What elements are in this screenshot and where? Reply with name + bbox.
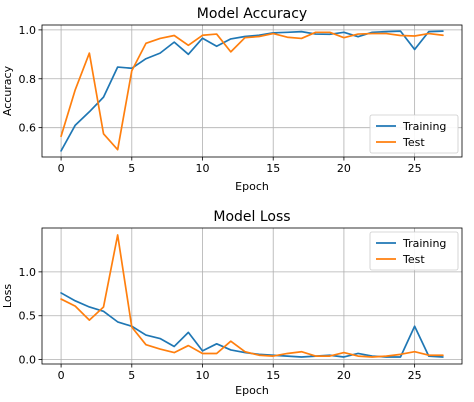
loss-x-tick-label: 10 (196, 369, 210, 382)
accuracy-x-tick-label: 0 (58, 162, 65, 175)
accuracy-plot-frame (41, 24, 463, 158)
accuracy-series-training-line (60, 30, 444, 152)
accuracy-series-test-line (60, 31, 444, 151)
accuracy-x-tick-label: 5 (128, 162, 135, 175)
loss-plot-frame (41, 227, 463, 365)
loss-x-tick-label: 5 (128, 369, 135, 382)
loss-series-training-line (60, 292, 444, 358)
accuracy-y-axis-label: Accuracy (1, 65, 14, 116)
loss-x-tick-label: 25 (408, 369, 422, 382)
accuracy-legend: Training Test (369, 114, 459, 154)
loss-chart: Model Loss 0 5 10 15 20 25 0.0 0.5 1.0 Epoch Los… (1, 209, 463, 397)
loss-legend: Training Test (369, 231, 459, 271)
loss-y-tick-label: 0.5 (19, 310, 37, 323)
loss-y-tick-label: 1.0 (19, 266, 37, 279)
loss-x-axis-label: Epoch (235, 384, 269, 397)
loss-legend-label-test: Test (402, 253, 425, 266)
loss-series-test-line (60, 234, 444, 358)
accuracy-x-tick-label: 15 (266, 162, 280, 175)
loss-x-tick-label: 15 (266, 369, 280, 382)
accuracy-y-tick-label: 1.0 (19, 24, 37, 37)
accuracy-legend-box (369, 114, 459, 154)
loss-chart-title: Model Loss (213, 209, 290, 225)
accuracy-x-tick-label: 20 (337, 162, 351, 175)
accuracy-legend-label-test: Test (402, 136, 425, 149)
accuracy-y-tick-label: 0.8 (19, 73, 37, 86)
accuracy-x-axis-label: Epoch (235, 180, 269, 193)
loss-x-tick-label: 0 (58, 369, 65, 382)
accuracy-y-tick-label: 0.6 (19, 122, 37, 135)
accuracy-chart: Model Accuracy 0 5 10 15 20 25 0.6 0.8 1.0 Epoch… (1, 6, 463, 193)
accuracy-x-tick-label: 25 (408, 162, 422, 175)
accuracy-legend-label-training: Training (402, 120, 446, 133)
loss-y-axis-label: Loss (1, 284, 14, 308)
loss-y-tick-label: 0.0 (19, 354, 37, 367)
loss-x-tick-label: 20 (337, 369, 351, 382)
accuracy-x-tick-label: 10 (196, 162, 210, 175)
loss-legend-box (369, 231, 459, 271)
accuracy-chart-title: Model Accuracy (197, 6, 307, 22)
loss-legend-label-training: Training (402, 237, 446, 250)
